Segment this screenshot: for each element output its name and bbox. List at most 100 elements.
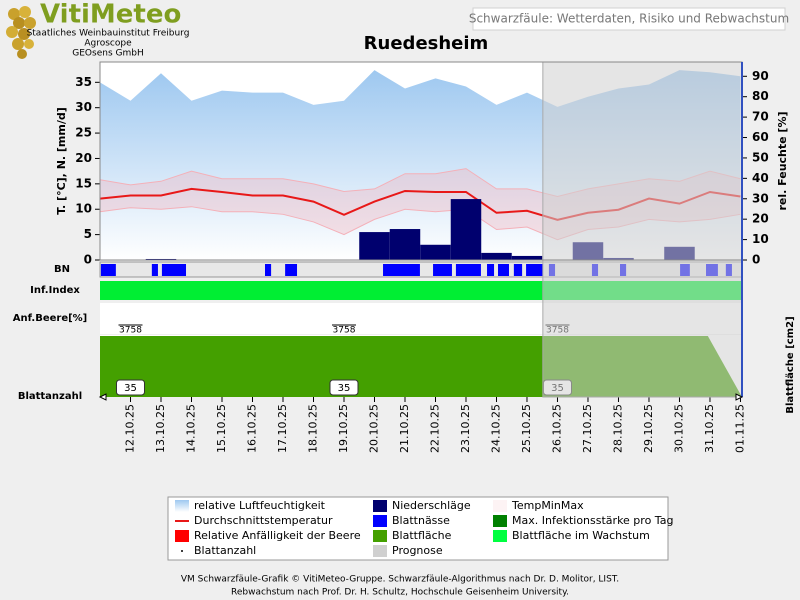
row-label: Anf.Beere[%]: [13, 313, 88, 324]
x-tick-label: 30.10.25: [672, 404, 685, 453]
y-tick-label: 30: [75, 100, 92, 114]
legend-label: relative Luftfeuchtigkeit: [194, 499, 326, 512]
x-tick-label: 14.10.25: [184, 404, 197, 453]
leaf-count-box: [329, 379, 359, 396]
leaf-area-axis-label: Blattfläche [cm2]: [785, 316, 796, 413]
y2-tick-label: 10: [752, 232, 769, 246]
leaf-area-label: 3758: [119, 326, 142, 336]
leaf-count: 35: [124, 383, 137, 394]
x-tick-label: 15.10.25: [215, 404, 228, 453]
forecast-overlay: [542, 61, 743, 398]
leaf-wetness: [100, 264, 116, 276]
y-tick-label: 25: [75, 126, 92, 140]
y2-tick-label: 60: [752, 130, 769, 144]
legend-swatch: [493, 500, 507, 512]
legend-label: Max. Infektionsstärke pro Tag: [512, 514, 673, 527]
precip-bar: [389, 229, 421, 260]
leaf-wetness: [513, 264, 523, 276]
legend-swatch: [181, 550, 183, 552]
tab-box: [472, 7, 786, 31]
legend-swatch: [373, 515, 387, 527]
y2-axis-label: rel. Feuchte [%]: [776, 112, 789, 211]
x-tick-label: 20.10.25: [367, 404, 380, 453]
legend-label: Blattfläche: [392, 529, 452, 542]
y2-tick-label: 0: [752, 253, 760, 267]
legend-label: Niederschläge: [392, 499, 471, 512]
org-line: Staatliches Weinbauinstitut Freiburg: [27, 29, 190, 39]
arrow-left: [98, 393, 107, 401]
leaf-area-label: 3758: [333, 326, 356, 336]
x-tick-label: 27.10.25: [581, 404, 594, 453]
legend-label: Blattnässe: [392, 514, 450, 527]
x-tick-label: 16.10.25: [245, 404, 258, 453]
y2-tick-label: 20: [752, 212, 769, 226]
org-line: GEOsens GmbH: [72, 49, 143, 59]
leaf-wetness: [455, 264, 481, 276]
legend-label: Blattanzahl: [194, 544, 256, 557]
x-tick-label: 31.10.25: [703, 404, 716, 453]
org-line: Agroscope: [84, 39, 132, 49]
y-axis-label: T. [°C], N. [mm/d]: [55, 107, 68, 215]
precip-bar: [359, 232, 390, 260]
legend-label: Blattfläche im Wachstum: [512, 529, 650, 542]
legend-swatch: [493, 515, 507, 527]
y-tick-label: 15: [75, 176, 92, 190]
y-tick-label: 5: [84, 227, 92, 241]
x-tick-label: 17.10.25: [276, 404, 289, 453]
row-label: Inf.Index: [30, 285, 80, 296]
row-label: Blattanzahl: [18, 391, 82, 402]
legend-swatch: [373, 545, 387, 557]
leaf-count: 35: [338, 383, 351, 394]
leaf-wetness: [264, 264, 272, 276]
precip-bar: [511, 255, 543, 260]
leaf-wetness: [526, 264, 543, 276]
y2-tick-label: 90: [752, 69, 769, 83]
x-tick-label: 23.10.25: [459, 404, 472, 453]
legend-swatch: [373, 500, 387, 512]
x-tick-label: 19.10.25: [337, 404, 350, 453]
x-tick-label: 29.10.25: [642, 404, 655, 453]
x-tick-label: 12.10.25: [123, 404, 136, 453]
legend-swatch: [493, 530, 507, 542]
leaf-wetness: [285, 264, 298, 276]
precip-bar: [450, 199, 482, 260]
precip-bar: [481, 252, 512, 260]
footer-line: VM Schwarzfäule-Grafik © VitiMeteo-Grupp…: [181, 575, 619, 585]
y2-tick-label: 30: [752, 191, 769, 205]
leaf-wetness: [161, 264, 187, 276]
legend-label: Durchschnittstemperatur: [194, 514, 333, 527]
legend-swatch: [373, 530, 387, 542]
leaf-wetness: [151, 264, 158, 276]
y2-tick-label: 50: [752, 150, 769, 164]
y2-tick-label: 40: [752, 171, 769, 185]
x-tick-label: 28.10.25: [611, 404, 624, 453]
y-tick-label: 0: [84, 253, 92, 267]
leaf-wetness: [498, 264, 509, 276]
y-tick-label: 20: [75, 151, 92, 165]
x-tick-label: 01.11.25: [733, 404, 746, 453]
legend-label: Prognose: [392, 544, 443, 557]
leaf-wetness: [433, 264, 452, 276]
y2-tick-label: 80: [752, 89, 769, 103]
legend-box: [167, 496, 669, 561]
x-tick-label: 13.10.25: [154, 404, 167, 453]
legend-swatch: [175, 530, 189, 542]
x-tick-label: 24.10.25: [489, 404, 502, 453]
leaf-count-box: [115, 379, 145, 396]
x-tick-label: 21.10.25: [398, 404, 411, 453]
brand: VitiMeteo: [40, 0, 181, 30]
x-tick-label: 18.10.25: [306, 404, 319, 453]
row-label: BN: [54, 264, 70, 275]
x-tick-label: 25.10.25: [520, 404, 533, 453]
precip-bar: [145, 258, 177, 260]
legend-label: Relative Anfälligkeit der Beere: [194, 529, 361, 542]
tab-title: Schwarzfäule: Wetterdaten, Risiko und Re…: [469, 12, 789, 26]
legend-label: TempMinMax: [511, 499, 584, 512]
y2-tick-label: 70: [752, 110, 769, 124]
arrow-right: [735, 393, 744, 401]
leaf-wetness: [383, 264, 420, 276]
precip-bar: [420, 244, 451, 260]
x-tick-label: 22.10.25: [428, 404, 441, 453]
